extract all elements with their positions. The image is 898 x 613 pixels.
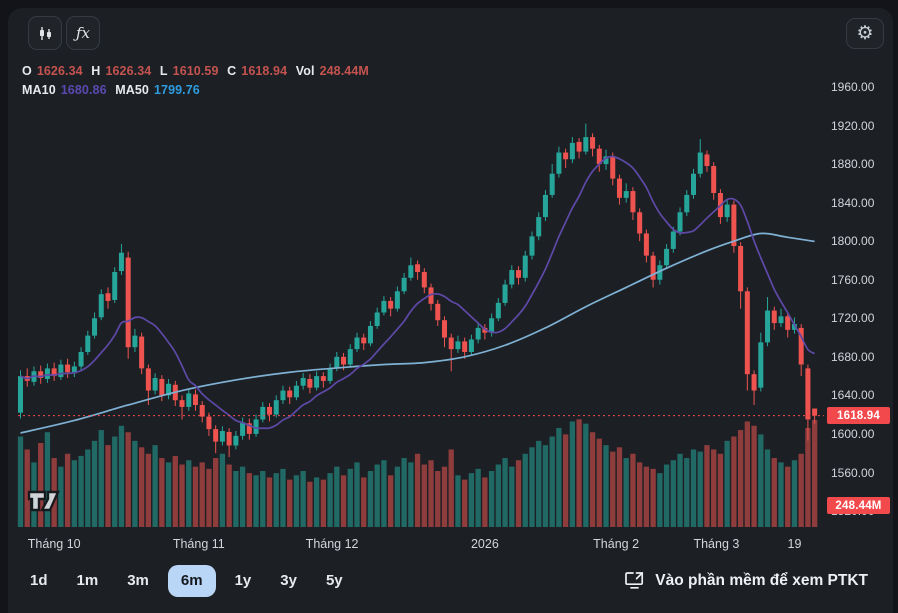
time-axis-label: Tháng 12	[305, 537, 359, 551]
price-tick-label: 1920.00	[831, 118, 875, 133]
ma50-label: MA50	[115, 83, 149, 97]
current-volume-badge: 248.44M	[827, 497, 890, 514]
close-label: C	[227, 64, 237, 78]
low-value: 1610.59	[172, 64, 219, 78]
open-ptkt-link[interactable]: Vào phần mềm để xem PTKT	[624, 571, 868, 590]
range-button-3y[interactable]: 3y	[280, 572, 297, 589]
price-tick-label: 1640.00	[831, 388, 875, 403]
range-button-1m[interactable]: 1m	[76, 572, 99, 589]
current-price-badge: 1618.94	[827, 407, 890, 425]
time-axis-label: Tháng 3	[693, 537, 740, 551]
external-screen-icon	[625, 572, 644, 589]
range-button-6m[interactable]: 6m	[167, 565, 216, 597]
price-tick-label: 1560.00	[831, 465, 875, 480]
time-axis-label: 19	[787, 537, 802, 551]
time-range-selector: 1d 1m 3m 6m 1y 3y 5y	[20, 565, 353, 597]
ma10-label: MA10	[22, 83, 56, 97]
price-tick-label: 1840.00	[831, 195, 875, 210]
time-axis-label: Tháng 11	[172, 537, 225, 551]
close-value: 1618.94	[241, 64, 288, 78]
time-axis-label: Tháng 10	[27, 537, 81, 551]
volume-label: Vol	[295, 64, 315, 78]
price-tick-label: 1880.00	[831, 157, 875, 172]
range-button-1d[interactable]: 1d	[30, 572, 48, 589]
range-button-3m[interactable]: 3m	[127, 572, 149, 589]
time-axis-label: 2026	[470, 537, 499, 551]
open-ptkt-label: Vào phần mềm để xem PTKT	[655, 571, 868, 589]
range-button-5y[interactable]: 5y	[325, 572, 343, 589]
ma-legend: MA10 1680.86 MA50 1799.76	[22, 83, 205, 97]
settings-button[interactable]: ⚙	[846, 18, 884, 49]
ma10-value: 1680.86	[60, 83, 107, 97]
price-tick-label: 1960.00	[831, 80, 875, 94]
volume-value: 248.44M	[319, 64, 369, 78]
candlestick-icon	[39, 26, 51, 40]
range-button-1y[interactable]: 1y	[234, 572, 252, 589]
high-label: H	[91, 64, 101, 78]
open-label: O	[22, 64, 32, 78]
gear-icon: ⚙	[856, 23, 874, 44]
price-tick-label: 1800.00	[831, 234, 875, 249]
price-tick-label: 1680.00	[831, 349, 875, 364]
fx-icon: ƒx	[75, 24, 90, 42]
price-tick-label: 1760.00	[831, 272, 875, 287]
high-value: 1626.34	[105, 64, 152, 78]
ohlc-legend: O 1626.34 H 1626.34 L 1610.59 C 1618.94 Vol 2…	[22, 64, 374, 78]
price-tick-label: 1720.00	[831, 311, 875, 326]
price-tick-label: 1600.00	[831, 426, 875, 441]
ma50-value: 1799.76	[153, 83, 200, 97]
open-value: 1626.34	[36, 64, 83, 78]
indicators-fx-button[interactable]: ƒx	[66, 16, 100, 50]
low-label: L	[159, 64, 168, 78]
time-axis-label: Tháng 2	[593, 537, 640, 551]
chart-type-button[interactable]	[28, 16, 62, 50]
